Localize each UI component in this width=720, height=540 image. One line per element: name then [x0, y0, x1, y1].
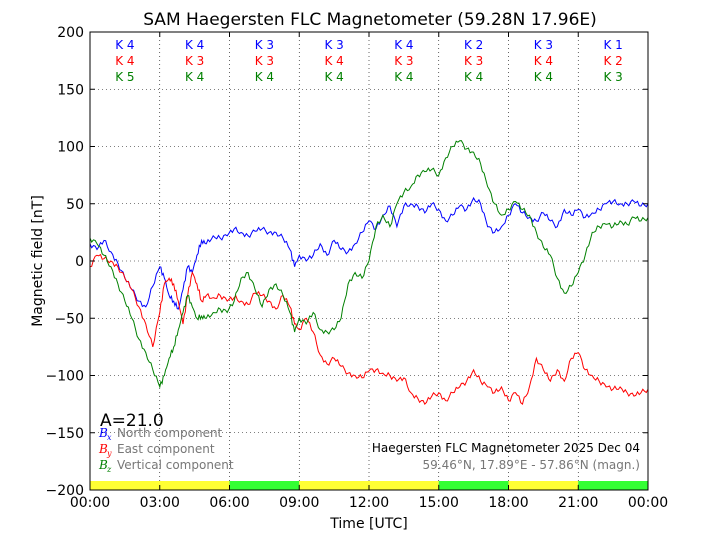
- activity-segment: [229, 481, 300, 490]
- y-tick-label: −200: [46, 483, 84, 499]
- k-index-bx: K 3: [324, 38, 343, 52]
- k-index-bx: K 4: [115, 38, 134, 52]
- k-index-by: K 3: [185, 54, 204, 68]
- k-index-bz: K 3: [603, 70, 622, 84]
- x-tick-label: 06:00: [209, 495, 249, 511]
- x-tick-label: 09:00: [279, 495, 319, 511]
- station-note: Haegersten FLC Magnetometer 2025 Dec 04: [372, 441, 640, 455]
- legend-subscript-z: z: [106, 465, 112, 474]
- legend-symbol-y: B: [98, 442, 108, 456]
- y-axis-label: Magnetic field [nT]: [30, 195, 46, 327]
- y-tick-label: 200: [57, 25, 84, 41]
- x-tick-label: 03:00: [140, 495, 180, 511]
- x-tick-label: 15:00: [419, 495, 459, 511]
- legend-symbol-z: B: [98, 458, 108, 472]
- k-index-bx: K 4: [185, 38, 204, 52]
- k-index-bz: K 4: [534, 70, 553, 84]
- legend-symbol-x: B: [98, 426, 108, 440]
- legend-subscript-y: y: [106, 449, 112, 458]
- plot-frame: [89, 31, 649, 491]
- a-index: A=21.0: [100, 411, 164, 431]
- k-index-bz: K 4: [394, 70, 413, 84]
- k-index-by: K 3: [464, 54, 483, 68]
- k-index-by: K 4: [115, 54, 134, 68]
- coords-note: 59.46°N, 17.89°E - 57.86°N (magn.): [423, 458, 640, 472]
- k-index-bx: K 1: [603, 38, 622, 52]
- series-line-y: [89, 253, 649, 405]
- k-index-bz: K 4: [464, 70, 483, 84]
- k-index-by: K 4: [324, 54, 343, 68]
- x-tick-label: 00:00: [628, 495, 668, 511]
- x-axis-label: Time [UTC]: [329, 516, 407, 532]
- y-tick-label: 50: [66, 197, 84, 213]
- k-index-by: K 3: [394, 54, 413, 68]
- grid: [89, 31, 649, 491]
- y-tick-label: 0: [75, 254, 84, 270]
- y-tick-label: −100: [46, 369, 84, 385]
- series-line-z: [89, 140, 649, 389]
- k-index-by: K 4: [534, 54, 553, 68]
- x-tick-label: 00:00: [70, 495, 110, 511]
- k-index-bz: K 4: [255, 70, 274, 84]
- k-index-bx: K 3: [255, 38, 274, 52]
- legend-label-y: East component: [117, 442, 215, 456]
- legend-label-x: North component: [117, 426, 223, 440]
- k-index-bz: K 4: [185, 70, 204, 84]
- series-lines: [89, 140, 649, 405]
- series-line-x: [89, 196, 649, 310]
- k-index-by: K 2: [603, 54, 622, 68]
- legend-subscript-x: x: [107, 433, 112, 442]
- k-index-bx: K 3: [534, 38, 553, 52]
- k-indices: K 4 K 4 K 5 K 4 K 3 K 4 K 3 K 3 K 4 K 3 K 4 K 4 K 4 K…: [115, 38, 623, 84]
- k-index-by: K 3: [255, 54, 274, 68]
- y-tick-label: −50: [54, 311, 84, 327]
- x-tick-label: 18:00: [488, 495, 528, 511]
- k-index-bz: K 4: [324, 70, 343, 84]
- activity-segment: [578, 481, 648, 490]
- activity-segment: [438, 481, 509, 490]
- legend-label-z: Vertical component: [117, 458, 234, 472]
- y-tick-label: 100: [57, 140, 84, 156]
- chart-title: SAM Haegersten FLC Magnetometer (59.28N …: [143, 10, 597, 30]
- k-index-bx: K 4: [394, 38, 413, 52]
- x-tick-label: 21:00: [558, 495, 598, 511]
- k-index-bx: K 2: [464, 38, 483, 52]
- y-tick-label: 150: [57, 82, 84, 98]
- activity-segment: [508, 481, 579, 490]
- k-index-bz: K 5: [115, 70, 134, 84]
- x-tick-label: 12:00: [349, 495, 389, 511]
- y-tick-label: −150: [46, 426, 84, 442]
